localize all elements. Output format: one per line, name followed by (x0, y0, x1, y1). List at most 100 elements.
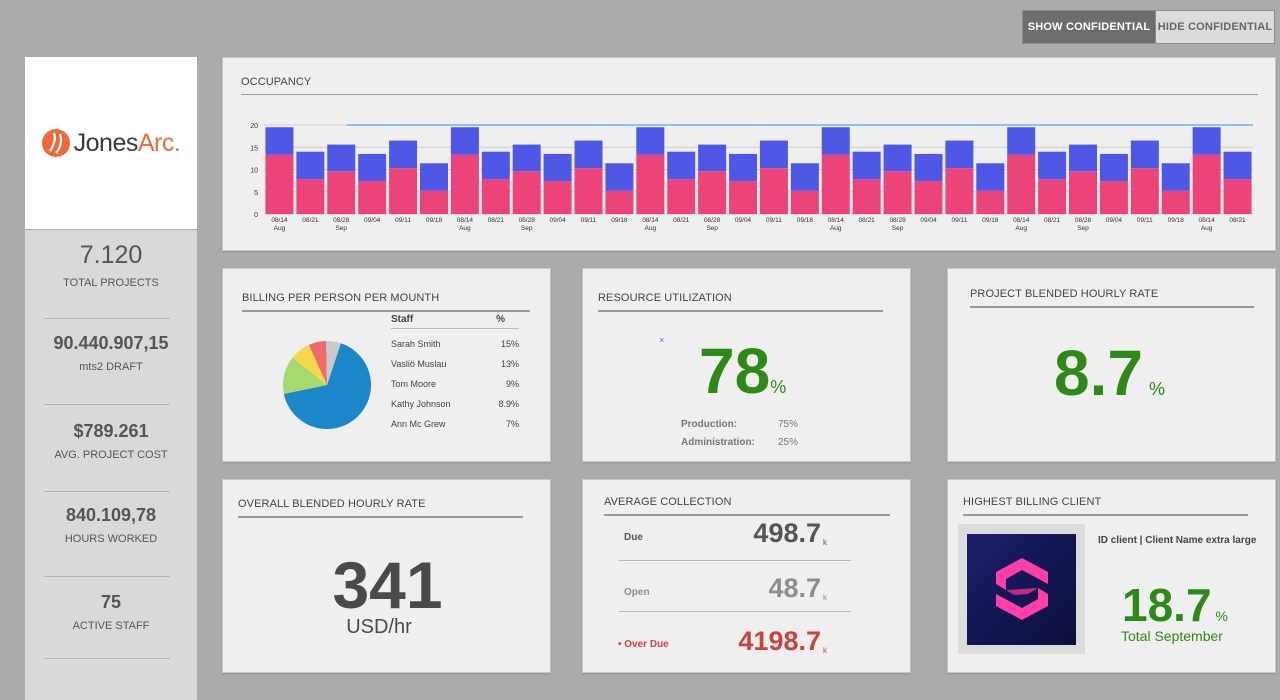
x-tick-label: Aug (1201, 225, 1213, 232)
bar-segment-bottom (574, 168, 603, 214)
bar-segment-top (976, 163, 1005, 191)
bar-segment-bottom (667, 179, 696, 214)
y-tick-label: 0 (254, 212, 258, 219)
bar-segment-top (327, 144, 356, 172)
stat-total-projects: 7.120 TOTAL PROJECTS (25, 241, 197, 289)
x-tick-label: Aug (1015, 225, 1027, 232)
bar-segment-top (389, 140, 418, 169)
stat-value: 90.440.907,15 (53, 333, 169, 353)
bar-segment-top (790, 163, 819, 191)
bar-segment-top (543, 153, 572, 182)
collection-row-over-due: • Over Due 4198.7 k (618, 626, 827, 656)
show-confidential-button[interactable]: SHOW CONFIDENTIAL (1023, 11, 1155, 43)
x-tick-label: 08/14 (1199, 217, 1216, 224)
client-name: ID client | Client Name extra large (1098, 535, 1257, 546)
bar-segment-top (605, 163, 634, 191)
bar-segment-top (883, 144, 912, 172)
project-rate-title: PROJECT BLENDED HOURLY RATE (970, 288, 1254, 308)
bar-segment-bottom (852, 179, 881, 214)
administration-value: 25% (778, 437, 799, 448)
pie-slice (326, 341, 341, 385)
bar-segment-bottom (1038, 179, 1067, 214)
bar-segment-bottom (1223, 179, 1252, 214)
jones-arc-logo-icon (41, 129, 70, 157)
bar-segment-bottom (450, 154, 479, 214)
stat-draft-area: 90.440.907,15 mts2 DRAFT (25, 333, 197, 373)
x-tick-label: Sep (1077, 225, 1089, 232)
x-tick-label: 09/18 (1168, 217, 1185, 224)
bar-segment-bottom (1130, 168, 1159, 214)
project-rate-value: 8.7% (1054, 337, 1165, 409)
divider (44, 318, 170, 319)
stat-label: ACTIVE STAFF (72, 620, 150, 632)
stat-label: TOTAL PROJECTS (63, 277, 159, 289)
bar-segment-bottom (636, 154, 665, 214)
client-logo-frame (958, 524, 1085, 654)
bar-segment-bottom (605, 190, 634, 214)
bar-segment-bottom (883, 171, 912, 214)
bar-segment-top (1069, 144, 1098, 172)
billing-row: Ann Mc Grew 7% (391, 419, 519, 429)
bar-segment-top (667, 151, 696, 180)
bar-segment-bottom (945, 168, 974, 214)
x-tick-label: 08/21 (859, 217, 876, 224)
bar-segment-top (419, 163, 448, 191)
resource-card: RESOURCE UTILIZATION × 78% Production: 7… (582, 268, 911, 462)
x-tick-label: 09/18 (426, 217, 443, 224)
x-tick-label: Aug (645, 225, 657, 232)
overall-rate-title: OVERALL BLENDED HOURLY RATE (238, 498, 523, 518)
client-logo (967, 533, 1076, 645)
occupancy-title: OCCUPANCY (241, 76, 1258, 95)
x-tick-label: 08/28 (333, 217, 350, 224)
bar-segment-top (450, 127, 479, 155)
billing-pie-chart (283, 341, 371, 429)
bar-segment-top (852, 151, 881, 180)
stat-label: HOURS WORKED (64, 533, 158, 545)
billing-title: BILLING PER PERSON PER MOUNTH (242, 292, 530, 312)
bar-segment-top (1161, 163, 1190, 191)
x-tick-label: Aug (830, 225, 842, 232)
hide-confidential-button[interactable]: HIDE CONFIDENTIAL (1155, 11, 1274, 43)
bar-segment-top (1099, 153, 1128, 182)
x-tick-label: 09/11 (395, 217, 411, 224)
billing-row: Sarah Smith 15% (391, 339, 519, 349)
close-icon[interactable]: × (659, 335, 665, 345)
x-tick-label: 08/14 (457, 217, 474, 224)
divider (44, 491, 170, 492)
bar-segment-top (265, 127, 294, 155)
bar-segment-top (945, 140, 974, 169)
overall-rate-unit: USD/hr (346, 616, 412, 638)
x-tick-label: 09/11 (1137, 217, 1153, 224)
divider (44, 404, 170, 405)
client-value: 18.7% (1122, 579, 1228, 631)
x-tick-label: 08/21 (1044, 217, 1061, 224)
x-tick-label: 08/14 (828, 217, 845, 224)
x-tick-label: Sep (335, 225, 347, 232)
logo-text: JonesArc. (73, 128, 181, 157)
pie-slice (283, 357, 327, 394)
x-tick-label: 09/04 (549, 217, 566, 224)
bar-segment-top (1192, 127, 1221, 155)
x-tick-label: Sep (521, 225, 533, 232)
bar-segment-top (574, 140, 603, 169)
bar-segment-bottom (389, 168, 418, 214)
bar-segment-top (512, 144, 541, 172)
bar-segment-top (296, 151, 325, 180)
x-tick-label: Sep (892, 225, 904, 232)
x-tick-label: 08/21 (673, 217, 690, 224)
bar-segment-bottom (914, 181, 943, 214)
x-tick-label: 08/21 (1229, 217, 1246, 224)
overall-rate-value: 341 (332, 548, 443, 622)
company-logo-box: JonesArc. (25, 57, 197, 229)
billing-table-header: Staff % (391, 314, 519, 329)
client-card: HIGHEST BILLING CLIENT ID client | Clien… (947, 479, 1276, 673)
x-tick-label: 09/18 (982, 217, 999, 224)
bar-segment-bottom (759, 168, 788, 214)
bar-segment-bottom (976, 190, 1005, 214)
billing-row: Tom Moore 9% (391, 379, 519, 389)
bar-segment-top (698, 144, 727, 172)
bar-segment-bottom (296, 179, 325, 214)
x-tick-label: Aug (274, 225, 286, 232)
bar-segment-bottom (419, 190, 448, 214)
x-tick-label: 08/28 (1075, 217, 1092, 224)
